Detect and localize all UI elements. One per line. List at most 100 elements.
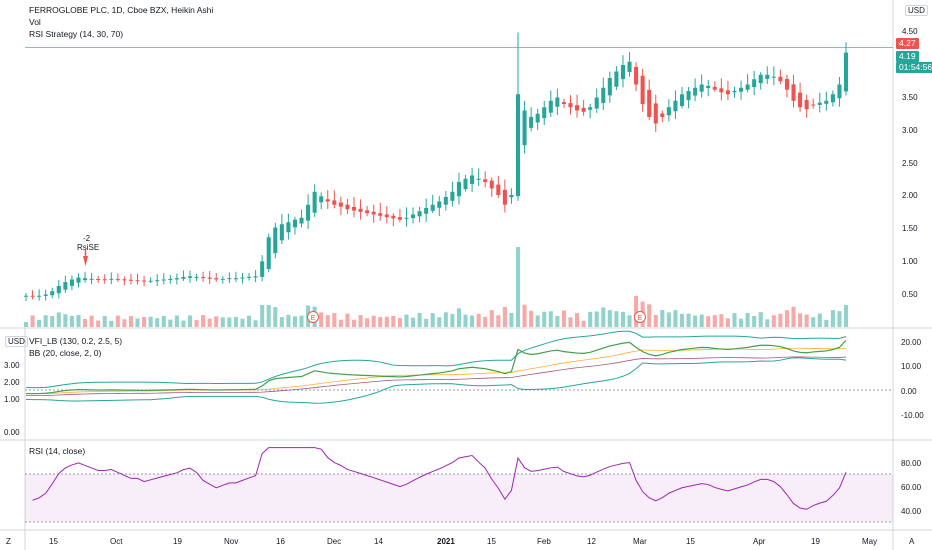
volume-bar [50, 316, 55, 327]
candle-body [266, 237, 271, 270]
candle-body [575, 105, 580, 111]
candle-body [784, 79, 789, 90]
candle-body [529, 117, 534, 128]
time-label: 15 [49, 537, 58, 546]
volume-bar [102, 316, 107, 327]
volume-bar [450, 314, 455, 327]
bb-basis-line [25, 356, 847, 396]
candle-body [739, 87, 744, 92]
candle-body [155, 280, 160, 282]
volume-bar [693, 315, 698, 327]
candle-body [496, 184, 501, 195]
candle-body [23, 295, 29, 297]
candle-body [168, 278, 173, 281]
volume-bar [227, 317, 232, 327]
volume-bar [496, 315, 501, 327]
vfi-legend[interactable]: VFI_LB (130, 0.2, 2.5, 5) [29, 336, 123, 346]
candle-body [292, 219, 297, 228]
candle-body [673, 100, 678, 112]
volume-bar [43, 315, 48, 327]
time-label: Mar [633, 537, 647, 546]
left-axis-label: 3.00 [4, 361, 20, 370]
zoom-reset-button[interactable]: Z [6, 537, 11, 546]
vfi-axis-label: 0.00 [901, 387, 917, 396]
candle-body [712, 86, 717, 90]
volume-bar [37, 319, 42, 327]
axis-price-label: 1.50 [902, 224, 918, 233]
bb-upper-band [25, 330, 847, 389]
candle-body [640, 75, 645, 104]
candle-body [509, 195, 514, 198]
candle-body [561, 102, 566, 104]
left-axis-label: 1.00 [4, 395, 20, 404]
time-label: 15 [686, 537, 695, 546]
candle-body [122, 279, 127, 281]
candle-body [450, 191, 455, 201]
candle-body [443, 196, 448, 205]
volume-bar [601, 307, 606, 327]
last-price-tag: 4.19 [896, 51, 919, 62]
candle-body [233, 278, 238, 280]
volume-bar [607, 310, 612, 327]
candle-body [148, 280, 153, 282]
candle-body [142, 280, 147, 282]
time-label: Apr [753, 537, 766, 546]
volume-bar [240, 318, 245, 327]
volume-bar [96, 320, 101, 327]
candle-body [181, 276, 186, 279]
candle-body [69, 279, 74, 286]
volume-bar [371, 315, 376, 327]
candle-body [83, 278, 88, 281]
candle-body [476, 178, 481, 180]
strategy-legend[interactable]: RSI Strategy (14, 30, 70) [29, 29, 124, 39]
vfi-line [25, 339, 847, 395]
time-label: 2021 [437, 537, 455, 546]
candle-body [56, 286, 61, 294]
time-label: 16 [276, 537, 285, 546]
earnings-marker-label: E [311, 315, 316, 322]
volume-bar [220, 317, 225, 327]
volume-bar [194, 320, 199, 327]
signal-value: -2 [83, 234, 91, 243]
time-label: 14 [374, 537, 383, 546]
symbol-legend[interactable]: FERROGLOBE PLC, 1D, Cboe BZX, Heikin Ash… [29, 5, 214, 15]
volume-bar [581, 320, 586, 327]
volume-bar [207, 318, 212, 327]
vfi-axis-label: -10.00 [901, 411, 924, 420]
candle-body [489, 180, 494, 189]
candle-body [30, 295, 35, 297]
candle-body [50, 291, 55, 296]
candle-body [279, 224, 284, 241]
currency-button[interactable]: USD [905, 5, 928, 16]
volume-bar [424, 318, 429, 327]
volume-bar [824, 319, 829, 327]
volume-legend[interactable]: Vol [29, 17, 41, 27]
candle-body [502, 189, 507, 205]
rsi-legend[interactable]: RSI (14, close) [29, 446, 86, 456]
candle-body [384, 214, 389, 218]
vfi-axis-label: 10.00 [901, 362, 922, 371]
candle-body [128, 279, 133, 281]
candle-body [312, 191, 317, 213]
auto-scale-button[interactable]: A [909, 537, 915, 546]
vfi-signal-line [25, 347, 847, 395]
volume-bar [128, 316, 133, 327]
volume-bar [260, 305, 265, 327]
candle-body [37, 295, 42, 297]
candle-body [194, 276, 199, 278]
axis-price-label: 3.00 [902, 126, 918, 135]
volume-bar [174, 315, 179, 327]
candle-body [791, 84, 796, 101]
rsi-axis-label: 60.00 [901, 483, 922, 492]
volume-bar [292, 316, 297, 327]
candle-body [627, 61, 632, 73]
bb-legend[interactable]: BB (20, close, 2, 0) [29, 348, 102, 358]
volume-bar [784, 310, 789, 327]
left-currency-label[interactable]: USD [5, 336, 28, 347]
candle-body [273, 227, 278, 254]
candle-body [620, 65, 625, 80]
volume-bar [509, 313, 514, 327]
axis-price-label: 4.50 [902, 27, 918, 36]
volume-bar [620, 311, 625, 327]
